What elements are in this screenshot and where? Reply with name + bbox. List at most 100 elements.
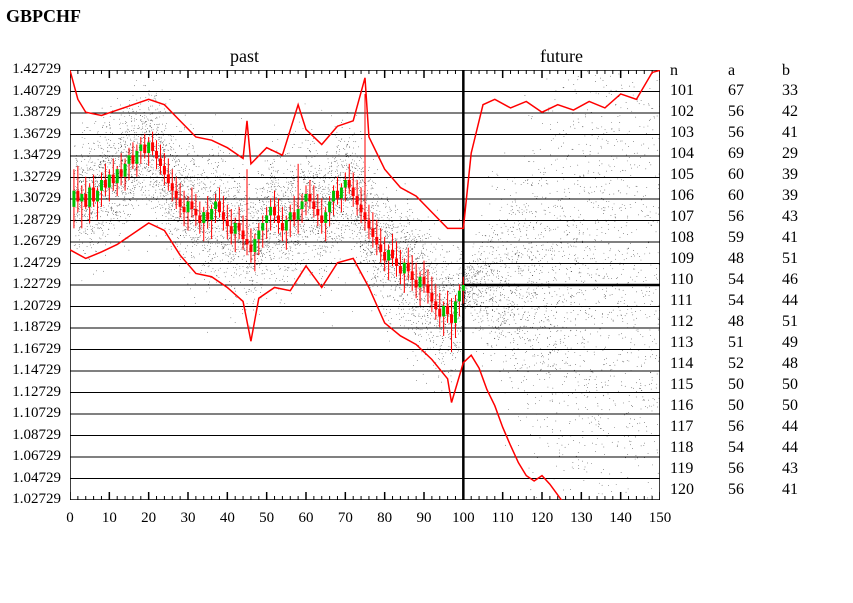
table-cell: 43	[782, 208, 798, 226]
y-tick-label: 1.42729	[1, 61, 61, 78]
y-tick-label: 1.10729	[1, 405, 61, 422]
table-cell: 120	[670, 481, 694, 499]
y-tick-label: 1.38729	[1, 104, 61, 121]
table-cell: 56	[728, 208, 744, 226]
y-tick-label: 1.22729	[1, 276, 61, 293]
y-tick-label: 1.16729	[1, 341, 61, 358]
past-label: past	[230, 46, 259, 67]
table-cell: 56	[728, 481, 744, 499]
table-cell: 50	[782, 376, 798, 394]
table-cell: 117	[670, 418, 693, 436]
table-cell: 49	[782, 334, 798, 352]
y-tick-label: 1.18729	[1, 319, 61, 336]
table-cell: 48	[728, 250, 744, 268]
table-cell: 41	[782, 229, 798, 247]
table-cell: 43	[782, 460, 798, 478]
table-cell: 56	[728, 124, 744, 142]
y-tick-label: 1.26729	[1, 233, 61, 250]
table-cell: 51	[782, 313, 798, 331]
table-cell: 114	[670, 355, 693, 373]
x-tick-label: 0	[66, 510, 74, 527]
x-tick-label: 150	[649, 510, 672, 527]
table-cell: 111	[670, 292, 693, 310]
table-cell: 113	[670, 334, 693, 352]
table-cell: 44	[782, 418, 798, 436]
x-tick-label: 140	[609, 510, 632, 527]
y-tick-label: 1.40729	[1, 83, 61, 100]
table-cell: 44	[782, 292, 798, 310]
table-cell: 115	[670, 376, 693, 394]
table-cell: 104	[670, 145, 694, 163]
table-cell: 119	[670, 460, 693, 478]
table-header-b: b	[782, 62, 790, 80]
y-tick-label: 1.24729	[1, 255, 61, 272]
table-cell: 102	[670, 103, 694, 121]
table-cell: 50	[728, 397, 744, 415]
x-tick-label: 40	[220, 510, 235, 527]
table-cell: 54	[728, 271, 744, 289]
table-cell: 33	[782, 82, 798, 100]
price-chart	[70, 70, 660, 500]
y-tick-label: 1.34729	[1, 147, 61, 164]
y-tick-label: 1.30729	[1, 190, 61, 207]
table-cell: 116	[670, 397, 693, 415]
y-tick-label: 1.08729	[1, 427, 61, 444]
table-header-a: a	[728, 62, 735, 80]
table-cell: 48	[728, 313, 744, 331]
table-cell: 60	[728, 187, 744, 205]
y-tick-label: 1.20729	[1, 298, 61, 315]
table-cell: 56	[728, 460, 744, 478]
future-label: future	[540, 46, 583, 67]
table-cell: 56	[728, 418, 744, 436]
table-cell: 51	[728, 334, 744, 352]
table-cell: 29	[782, 145, 798, 163]
y-tick-label: 1.36729	[1, 126, 61, 143]
table-cell: 110	[670, 271, 693, 289]
table-header-n: n	[670, 62, 678, 80]
table-cell: 69	[728, 145, 744, 163]
table-cell: 42	[782, 103, 798, 121]
chart-container: { "title": "GBPCHF", "sections": { "past…	[0, 0, 853, 603]
x-tick-label: 30	[181, 510, 196, 527]
table-cell: 107	[670, 208, 694, 226]
x-tick-label: 20	[141, 510, 156, 527]
table-cell: 112	[670, 313, 693, 331]
table-cell: 41	[782, 481, 798, 499]
x-tick-label: 10	[102, 510, 117, 527]
table-cell: 41	[782, 124, 798, 142]
table-cell: 56	[728, 103, 744, 121]
y-tick-label: 1.28729	[1, 212, 61, 229]
y-tick-label: 1.32729	[1, 169, 61, 186]
table-cell: 50	[782, 397, 798, 415]
y-tick-label: 1.06729	[1, 448, 61, 465]
table-cell: 50	[728, 376, 744, 394]
table-cell: 105	[670, 166, 694, 184]
table-cell: 101	[670, 82, 694, 100]
y-tick-label: 1.14729	[1, 362, 61, 379]
x-tick-label: 70	[338, 510, 353, 527]
x-tick-label: 90	[417, 510, 432, 527]
table-cell: 39	[782, 187, 798, 205]
table-cell: 108	[670, 229, 694, 247]
table-cell: 67	[728, 82, 744, 100]
x-tick-label: 60	[299, 510, 314, 527]
x-tick-label: 120	[531, 510, 554, 527]
table-cell: 52	[728, 355, 744, 373]
table-cell: 54	[728, 292, 744, 310]
x-tick-label: 50	[259, 510, 274, 527]
table-cell: 106	[670, 187, 694, 205]
table-cell: 103	[670, 124, 694, 142]
table-cell: 39	[782, 166, 798, 184]
table-cell: 44	[782, 439, 798, 457]
table-cell: 118	[670, 439, 693, 457]
y-tick-label: 1.02729	[1, 491, 61, 508]
table-cell: 48	[782, 355, 798, 373]
table-cell: 60	[728, 166, 744, 184]
x-tick-label: 80	[377, 510, 392, 527]
y-tick-label: 1.12729	[1, 384, 61, 401]
table-cell: 46	[782, 271, 798, 289]
x-tick-label: 110	[492, 510, 514, 527]
x-tick-label: 130	[570, 510, 593, 527]
table-cell: 109	[670, 250, 694, 268]
chart-title: GBPCHF	[6, 6, 81, 27]
